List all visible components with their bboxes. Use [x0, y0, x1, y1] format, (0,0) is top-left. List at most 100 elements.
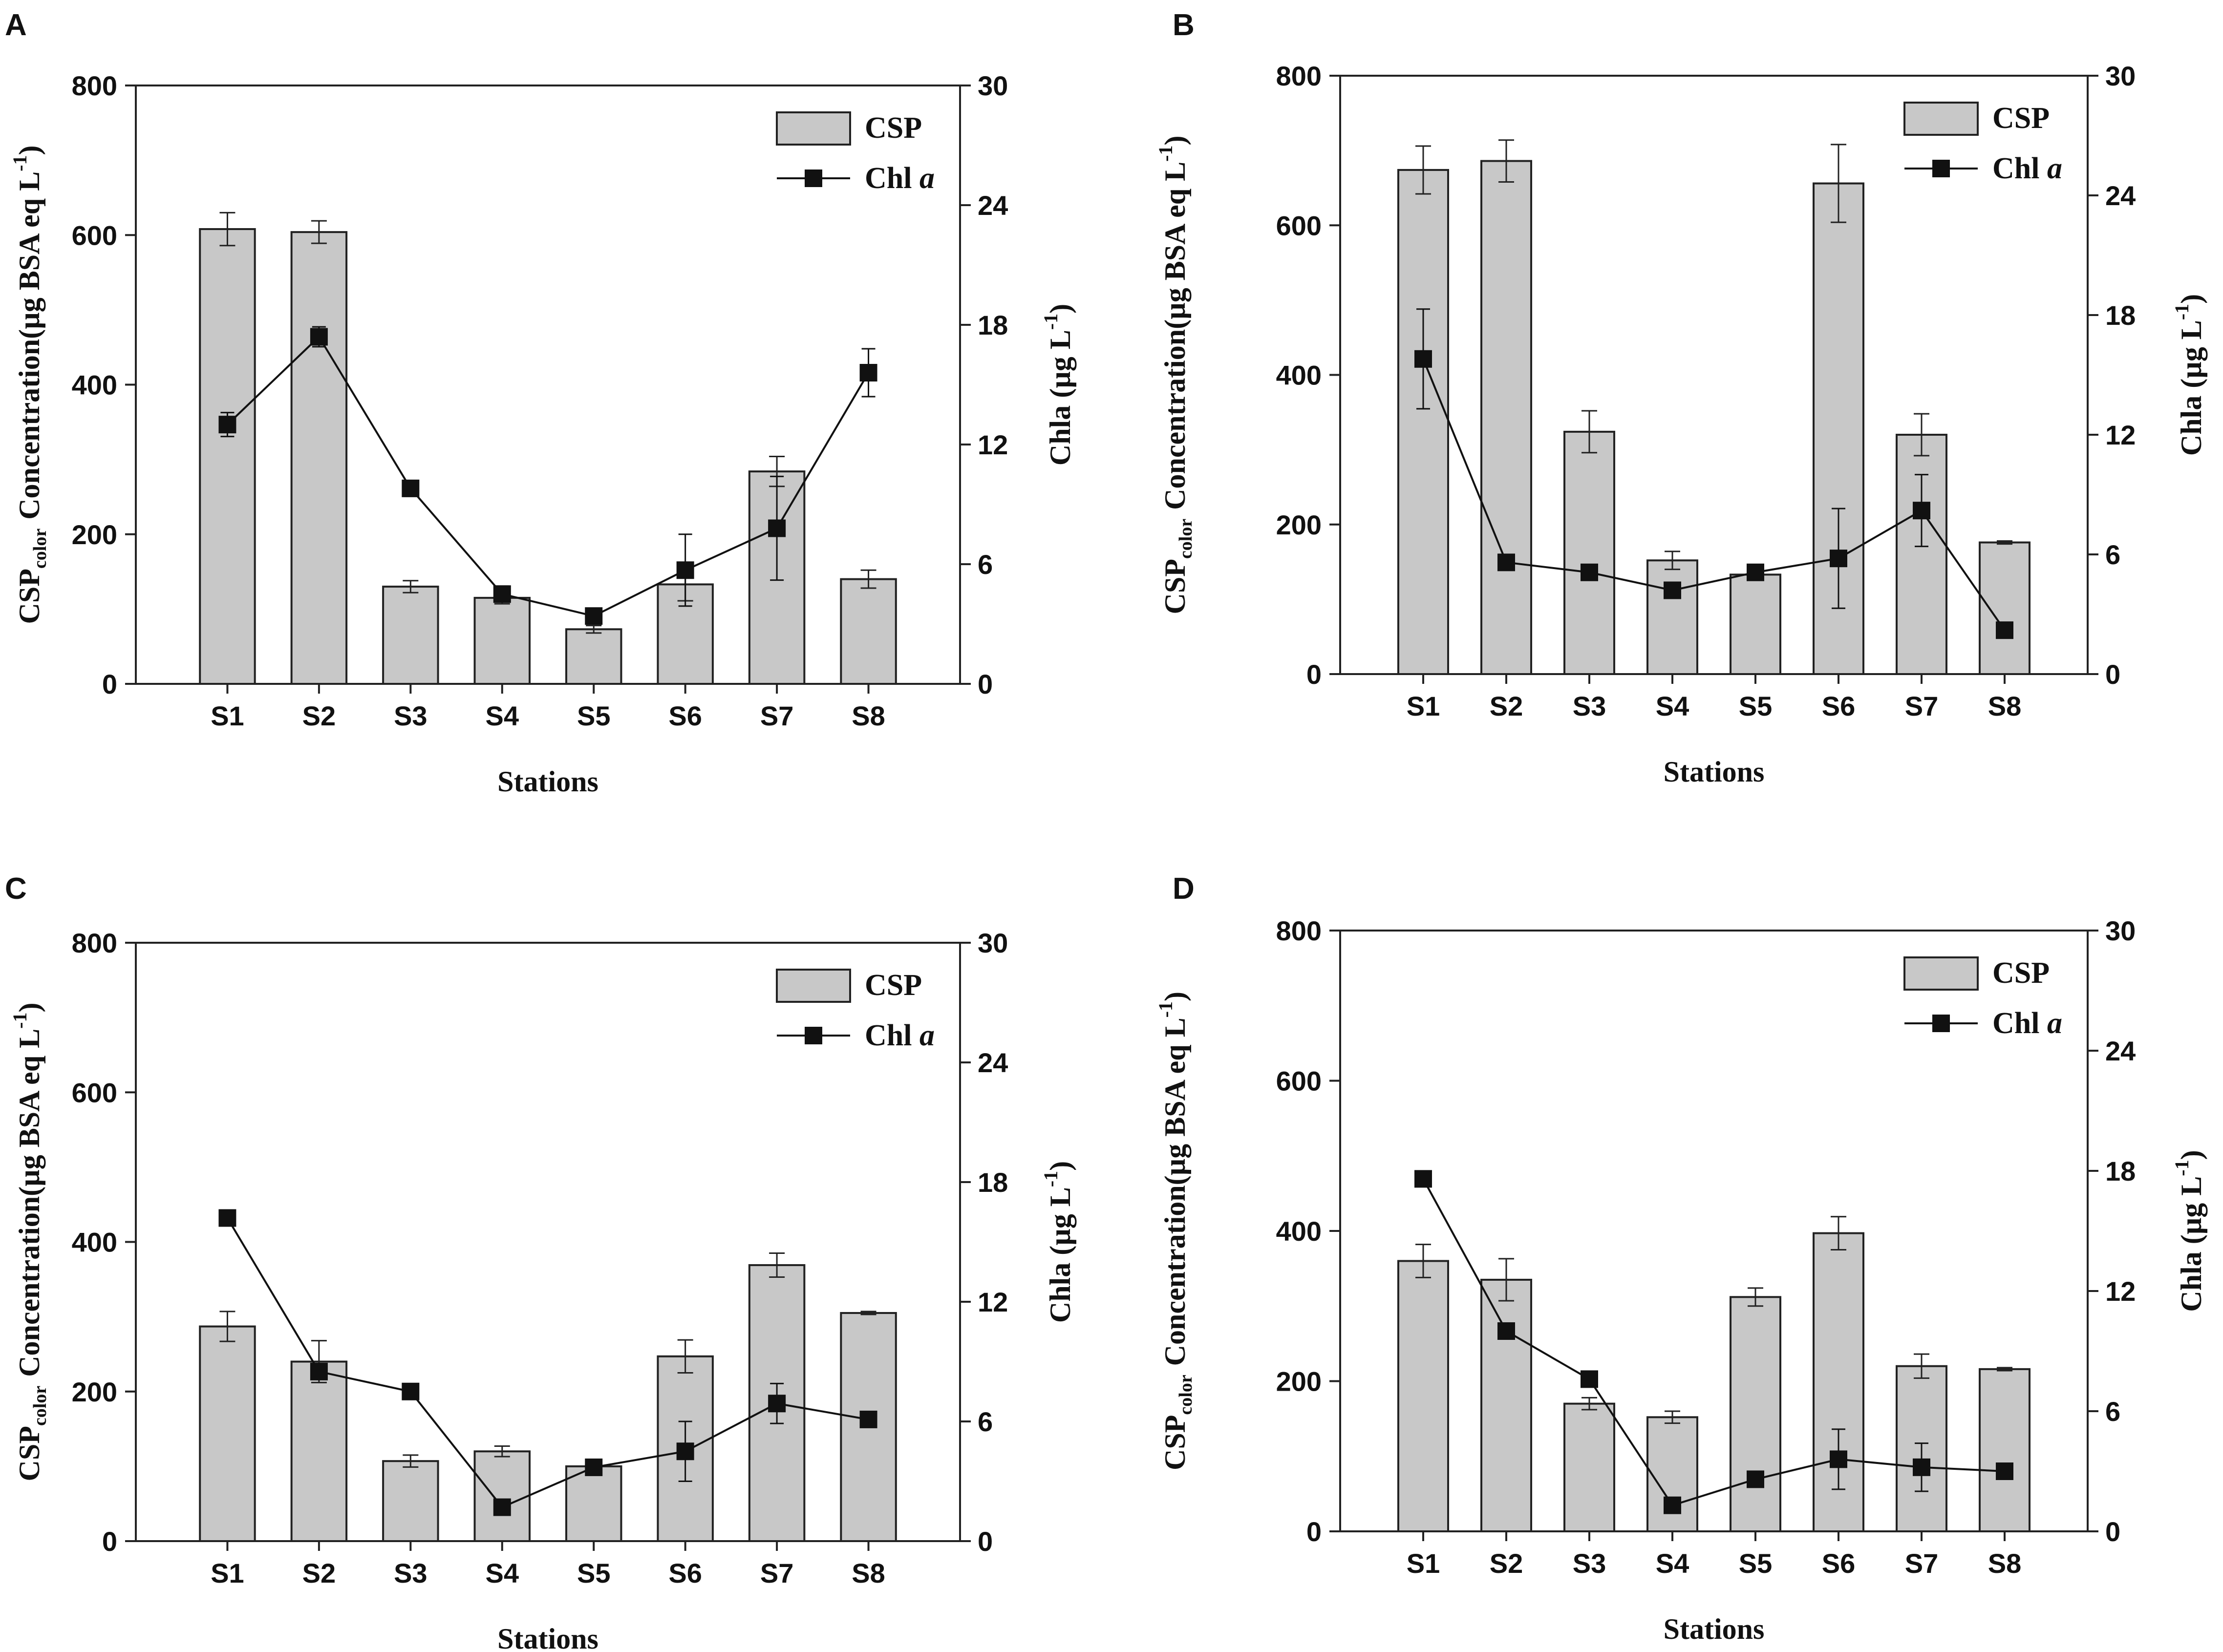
- right-axis-tick-label: 30: [978, 70, 1008, 101]
- left-axis-tick-label: 200: [1276, 1366, 1322, 1397]
- csp-bar-s4: [1646, 559, 1698, 675]
- x-tick-label-s1: S1: [1407, 691, 1440, 721]
- right-axis-tick-label: 30: [978, 928, 1008, 958]
- chla-marker-s6: [1830, 550, 1847, 568]
- csp-bar-s3: [382, 1460, 439, 1542]
- x-tick-label-s7: S7: [760, 700, 794, 731]
- right-axis-tick-label: 0: [978, 669, 993, 699]
- left-axis-tick-label: 800: [1276, 61, 1322, 91]
- chla-marker-s6: [676, 1442, 694, 1461]
- chla-marker-s8: [1996, 621, 2013, 639]
- x-tick-label-s3: S3: [1573, 1548, 1606, 1579]
- chart-panel-d: D 0 200 400 600 800 0 6 12 18 24 30 S1 S2 S3 S4 S5 S6 S7 S8…: [1154, 872, 2207, 1645]
- x-tick-label-s4: S4: [486, 1558, 519, 1588]
- legend-chla-label: Chl a: [1992, 152, 2062, 185]
- legend-chla-marker: [805, 1027, 822, 1044]
- left-axis-tick-label: 400: [72, 1227, 117, 1258]
- chla-marker-s4: [493, 1498, 511, 1516]
- right-axis-tick-label: 24: [2105, 1036, 2136, 1066]
- right-axis-tick-label: 18: [2105, 300, 2136, 331]
- csp-bar-s5: [565, 628, 622, 685]
- legend-chla-marker: [805, 169, 822, 187]
- chla-marker-s1: [1414, 1170, 1432, 1188]
- right-axis-tick-label: 0: [2105, 1516, 2120, 1547]
- chart-panel-b: B 0 200 400 600 800 0 6 12 18 24 30 S1 S2 S3 S4 S5 S6 S7 S8…: [1154, 8, 2207, 788]
- chla-marker-s4: [1664, 581, 1681, 599]
- x-tick-label-s2: S2: [302, 700, 336, 731]
- x-tick-label-s2: S2: [1490, 691, 1523, 721]
- chla-marker-s1: [218, 416, 236, 434]
- legend-chla-marker: [1932, 1015, 1950, 1032]
- chla-marker-s8: [1996, 1462, 2013, 1480]
- right-axis-tick-label: 6: [978, 1406, 993, 1437]
- right-axis-tick-label: 24: [978, 190, 1008, 221]
- left-axis-title: CSPcolorConcentration(µg BSA eq L-1): [1154, 992, 1196, 1470]
- legend-csp-swatch: [776, 969, 851, 1003]
- left-axis-tick-label: 200: [72, 1377, 117, 1407]
- x-tick-label-s5: S5: [577, 1558, 611, 1588]
- x-tick-label-s1: S1: [1407, 1548, 1440, 1579]
- left-axis-tick-label: 200: [72, 519, 117, 550]
- chla-marker-s2: [1497, 1322, 1515, 1340]
- csp-bar-s3: [1563, 430, 1615, 675]
- left-axis-tick-label: 600: [72, 220, 117, 251]
- right-axis-tick-label: 12: [2105, 1276, 2136, 1307]
- legend-csp-label: CSP: [1992, 956, 2050, 990]
- x-tick-label-s6: S6: [668, 700, 702, 731]
- right-axis-tick-label: 30: [2105, 915, 2136, 946]
- left-axis-tick-label: 800: [1276, 915, 1322, 946]
- x-tick-label-s7: S7: [1905, 1548, 1939, 1579]
- right-axis-tick-label: 12: [978, 1287, 1008, 1317]
- panel-letter: D: [1173, 872, 1195, 906]
- panel-letter: B: [1173, 8, 1195, 42]
- csp-bar-s1: [199, 228, 256, 685]
- chla-marker-s5: [585, 607, 603, 625]
- chla-marker-s3: [1581, 563, 1598, 581]
- legend-csp-label: CSP: [865, 111, 922, 145]
- x-tick-label-s3: S3: [1573, 691, 1606, 721]
- right-axis-tick-label: 24: [978, 1047, 1008, 1078]
- csp-bar-s2: [290, 1360, 348, 1542]
- x-tick-label-s2: S2: [302, 1558, 336, 1588]
- x-tick-label-s8: S8: [1988, 691, 2022, 721]
- csp-bar-s2: [1480, 1278, 1532, 1532]
- x-axis-title: Stations: [1664, 1613, 1765, 1645]
- left-axis-tick-label: 0: [102, 1526, 117, 1557]
- panel-letter: A: [5, 8, 27, 42]
- plot-frame: [1339, 75, 2089, 675]
- chla-line: [1422, 359, 2006, 631]
- x-axis-title: Stations: [497, 765, 598, 798]
- x-tick-label-s7: S7: [760, 1558, 794, 1588]
- chla-marker-s5: [1747, 1470, 1764, 1488]
- left-axis-tick-label: 800: [72, 70, 117, 101]
- csp-bar-s2: [1480, 160, 1532, 675]
- x-tick-label-s1: S1: [211, 700, 244, 731]
- x-tick-label-s6: S6: [1822, 691, 1856, 721]
- chla-marker-s8: [859, 364, 877, 381]
- chla-marker-s6: [1830, 1450, 1847, 1468]
- csp-bar-s8: [1979, 1368, 2031, 1532]
- x-tick-label-s6: S6: [1822, 1548, 1856, 1579]
- x-tick-label-s4: S4: [1656, 1548, 1689, 1579]
- csp-bar-s5: [1730, 1296, 1781, 1533]
- csp-bar-s8: [1979, 541, 2031, 675]
- chla-marker-s2: [1497, 553, 1515, 572]
- chla-marker-s5: [585, 1458, 603, 1476]
- left-axis-tick-label: 600: [1276, 210, 1322, 241]
- chart-panel-a: A 0 200 400 600 800 0 6 12 18 24 30 S1 S2 S3 S4 S5 S6 S7 S8…: [5, 8, 1076, 798]
- csp-bar-s4: [1646, 1416, 1698, 1533]
- chart-panel-c: C 0 200 400 600 800 0 6 12 18 24 30 S1 S2 S3 S4 S5 S6 S7 S8…: [5, 872, 1076, 1652]
- csp-bar-s5: [1730, 573, 1781, 675]
- left-axis-tick-label: 600: [72, 1077, 117, 1108]
- right-axis-tick-label: 24: [2105, 180, 2136, 211]
- legend: CSP Chl a: [1903, 956, 2062, 1040]
- right-axis-tick-label: 12: [2105, 420, 2136, 450]
- right-axis-title: Chla (µg L-1): [2171, 294, 2207, 456]
- right-axis-tick-label: 18: [978, 1167, 1008, 1198]
- legend-chla-marker: [1932, 160, 1950, 177]
- left-axis-title: CSPcolorConcentration(µg BSA eq L-1): [9, 1003, 50, 1482]
- x-tick-label-s3: S3: [394, 1558, 428, 1588]
- right-axis-title: Chla (µg L-1): [1040, 304, 1076, 466]
- right-axis-tick-label: 18: [978, 310, 1008, 340]
